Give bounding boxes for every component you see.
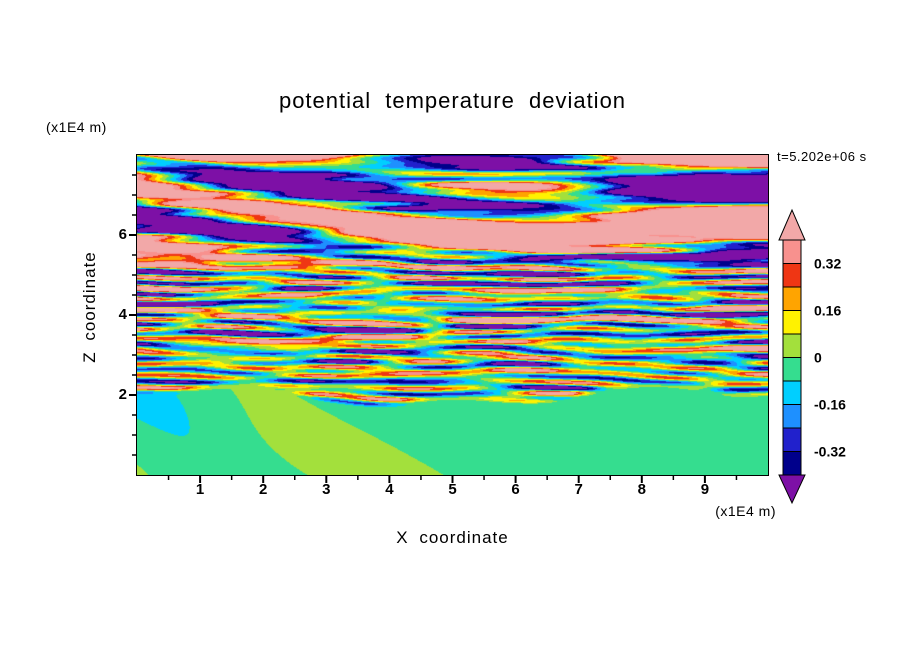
chart-title: potential temperature deviation: [278, 88, 627, 113]
y-axis-title: Z coordinate: [80, 251, 99, 363]
x-tick-label: 2: [259, 481, 268, 498]
x-tick-label: 1: [195, 481, 205, 498]
time-annotation: t=5.202e+06 s: [777, 149, 867, 164]
heatmap-canvas: [137, 155, 768, 475]
colorbar: 0.32 0.16 0 -0.16 -0.32: [778, 208, 846, 505]
x-tick-label: 4: [385, 481, 394, 498]
colorbar-band: [782, 357, 802, 382]
y-tick-label: 4: [118, 306, 127, 323]
colorbar-label: 0.32: [814, 256, 841, 272]
plot-area: [136, 154, 769, 476]
colorbar-band: [782, 310, 802, 335]
colorbar-band: [782, 239, 802, 264]
x-tick-label: 3: [322, 481, 331, 498]
x-tick-label: 7: [574, 481, 583, 498]
x-tick-label: 8: [637, 481, 646, 498]
colorbar-band: [782, 404, 802, 429]
x-axis-units-label: (x1E4 m): [715, 503, 776, 519]
colorbar-band: [782, 380, 802, 405]
x-tick-label: 9: [700, 481, 710, 498]
colorbar-band: [782, 263, 802, 288]
x-axis-title: X coordinate: [396, 528, 509, 547]
colorbar-band: [782, 427, 802, 452]
x-tick-label: 6: [511, 481, 520, 498]
x-tick-label: 5: [448, 481, 457, 498]
colorbar-label: 0: [814, 350, 822, 366]
colorbar-band: [782, 333, 802, 358]
colorbar-band: [782, 286, 802, 311]
colorbar-label: -0.32: [814, 444, 846, 460]
y-axis-units-label: (x1E4 m): [46, 119, 107, 135]
colorbar-band: [782, 451, 802, 476]
y-tick-label: 2: [118, 386, 127, 403]
y-tick-label: 6: [118, 226, 127, 243]
colorbar-label: 0.16: [814, 303, 841, 319]
colorbar-label: -0.16: [814, 397, 846, 413]
